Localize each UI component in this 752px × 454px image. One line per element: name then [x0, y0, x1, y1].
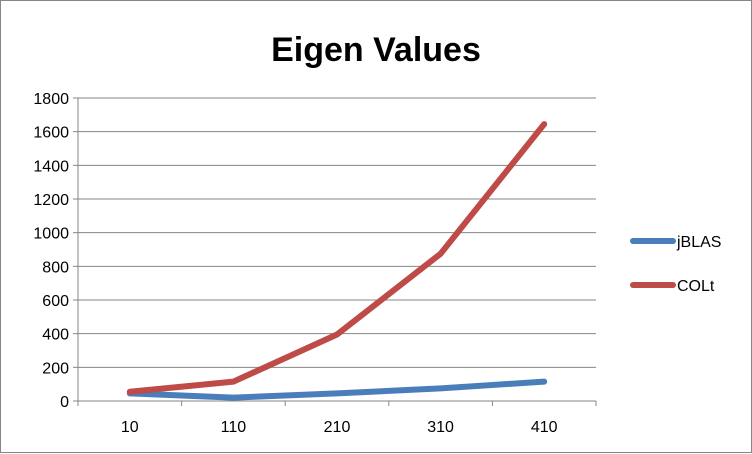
x-tick-label: 110 [221, 419, 247, 436]
gridlines [78, 97, 596, 368]
series-lines [126, 121, 548, 401]
y-tick-label: 1400 [33, 158, 69, 175]
y-tick-label: 1200 [33, 192, 69, 209]
axes: 0 200 400 600 800 1000 1200 1400 1600 1800 10 110 21… [33, 91, 597, 436]
legend-label: COLt [677, 278, 715, 295]
y-tick-label: 1000 [33, 226, 69, 243]
series-line-jblas [126, 378, 548, 401]
series-line-colt [126, 121, 548, 395]
legend: jBLAS COLt [630, 234, 721, 295]
y-tick-label: 400 [42, 327, 69, 344]
y-tick-label: 200 [42, 360, 69, 377]
x-tick-label: 210 [324, 419, 351, 436]
y-tick-label: 600 [42, 293, 69, 310]
y-tick-label: 1600 [33, 125, 69, 142]
x-tick-label: 410 [531, 419, 558, 436]
y-tick-label: 1800 [33, 91, 69, 108]
chart-title: Eigen Values [271, 31, 481, 69]
y-tick-label: 800 [42, 259, 69, 276]
legend-item-colt: COLt [630, 278, 715, 295]
y-tick-label: 0 [60, 394, 69, 411]
x-tick-label: 310 [427, 419, 454, 436]
x-tick-label: 10 [121, 419, 139, 436]
legend-label: jBLAS [676, 234, 721, 251]
legend-item-jblas: jBLAS [630, 234, 721, 251]
